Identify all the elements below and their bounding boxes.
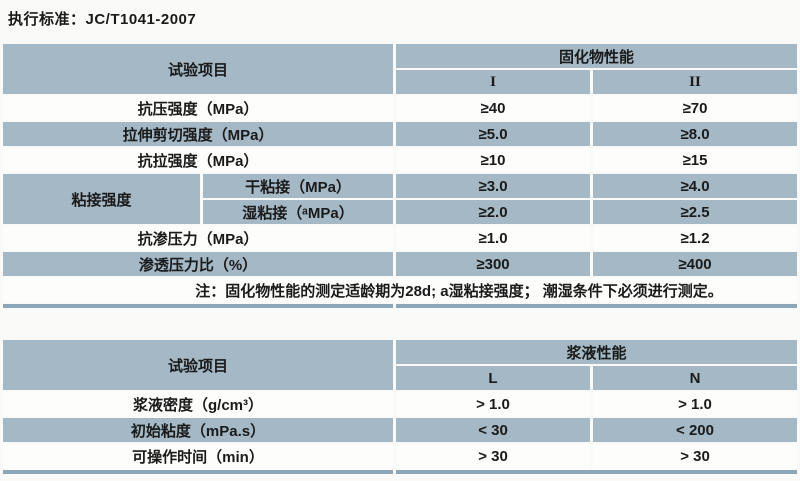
column-header-N: N [593,366,798,390]
slurry-performance-table: 试验项目 浆液性能 L N 浆液密度（g/cm³） > 1.0 > 1.0 初始… [0,338,800,476]
table-row: 浆液密度（g/cm³） > 1.0 > 1.0 [3,392,798,416]
column-header-I: I [396,70,591,94]
note-row: 注：固化物性能的测定适龄期为28d; a湿粘接强度； 潮湿条件下必须进行测定。 [3,278,798,302]
border-bar [396,304,798,308]
item-cell: 拉伸剪切强度（MPa） [3,122,394,146]
value-cell: ≥10 [396,148,591,172]
table-row: 初始粘度（mPa.s） < 30 < 200 [3,418,798,442]
value-cell: ≥2.0 [396,200,591,224]
border-bar [3,470,394,474]
value-cell: < 30 [396,418,591,442]
value-cell: ≥3.0 [396,174,591,198]
item-cell: 干粘接（MPa） [203,174,394,198]
table-row: 粘接强度 干粘接（MPa） ≥3.0 ≥4.0 [3,174,798,224]
value-cell: ≥4.0 [593,174,798,198]
table-row: 抗拉强度（MPa） ≥10 ≥15 [3,148,798,172]
column-header-L: L [396,366,591,390]
item-cell: 湿粘接（ᵃMPa） [203,200,394,224]
table-bottom-border [3,304,798,308]
cured-performance-table: 试验项目 固化物性能 I II 抗压强度（MPa） ≥40 ≥70 拉伸剪切强度… [0,42,800,310]
item-cell: 抗渗压力（MPa） [3,226,394,250]
slurry-performance-group-header: 浆液性能 [396,340,798,364]
value-cell: ≥15 [593,148,798,172]
table-row: 湿粘接（ᵃMPa） ≥2.0 ≥2.5 [3,200,798,224]
table-subheader-row: L N [3,366,798,390]
value-cell: > 30 [396,444,591,468]
value-cell: ≥2.5 [593,200,798,224]
border-bar [3,304,394,308]
table-row: 抗压强度（MPa） ≥40 ≥70 [3,96,798,120]
table-row: 可操作时间（min） > 30 > 30 [3,444,798,468]
item-cell: 浆液密度（g/cm³） [3,392,394,416]
value-cell: > 1.0 [396,392,591,416]
table-row: 渗透压力比（%） ≥300 ≥400 [3,252,798,276]
item-cell: 抗压强度（MPa） [3,96,394,120]
table-row: 拉伸剪切强度（MPa） ≥5.0 ≥8.0 [3,122,798,146]
value-cell: ≥40 [396,96,591,120]
table-header-row: 试验项目 浆液性能 [3,340,798,390]
table-note: 注：固化物性能的测定适龄期为28d; a湿粘接强度； 潮湿条件下必须进行测定。 [3,278,798,302]
test-items-header: 试验项目 [3,340,394,390]
test-items-header: 试验项目 [3,44,394,94]
table-bottom-border [3,470,798,474]
value-cell: ≥70 [593,96,798,120]
column-header-II: II [593,70,798,94]
value-cell: ≥300 [396,252,591,276]
value-cell: ≥8.0 [593,122,798,146]
value-cell: < 200 [593,418,798,442]
standard-title: 执行标准：JC/T1041-2007 [8,11,197,28]
value-cell: ≥400 [593,252,798,276]
table-subheader-row: I II [3,70,798,94]
value-cell: ≥5.0 [396,122,591,146]
item-cell: 抗拉强度（MPa） [3,148,394,172]
group-cell: 粘接强度 [3,174,200,224]
cured-performance-group-header: 固化物性能 [396,44,798,68]
table-row: 抗渗压力（MPa） ≥1.0 ≥1.2 [3,226,798,250]
value-cell: ≥1.2 [593,226,798,250]
item-cell: 可操作时间（min） [3,444,394,468]
value-cell: > 1.0 [593,392,798,416]
item-cell: 渗透压力比（%） [3,252,394,276]
value-cell: ≥1.0 [396,226,591,250]
table-header-row: 试验项目 固化物性能 [3,44,798,94]
item-cell: 初始粘度（mPa.s） [3,418,394,442]
border-bar [396,470,798,474]
value-cell: > 30 [593,444,798,468]
